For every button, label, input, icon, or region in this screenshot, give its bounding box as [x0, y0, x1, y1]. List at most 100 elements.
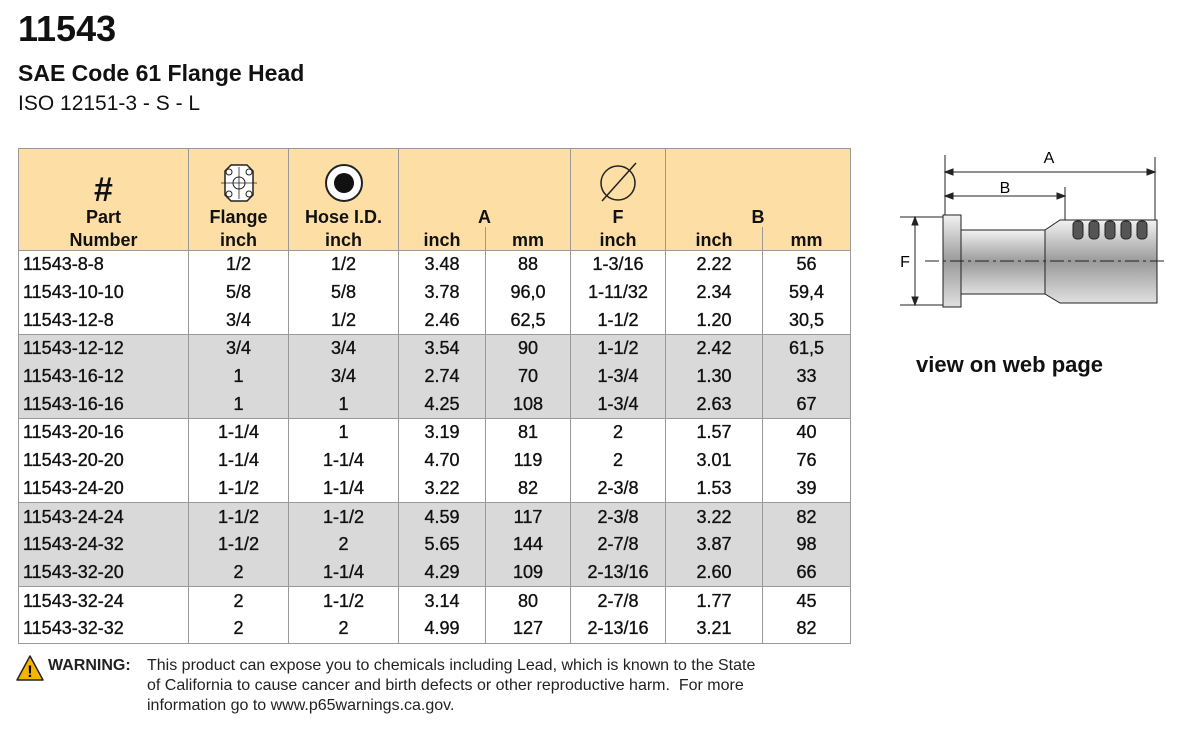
cell: 59,4	[762, 278, 851, 307]
cell: 67	[762, 390, 851, 419]
cell: 2.60	[665, 558, 763, 587]
cell: 144	[485, 530, 571, 559]
cell: 4.29	[398, 558, 486, 587]
cell: 1.77	[665, 586, 763, 615]
cell: 3.22	[665, 502, 763, 531]
part-number: 11543-24-32	[18, 530, 189, 559]
part-number: 11543-12-8	[23, 309, 114, 330]
cell: 3.21	[665, 614, 763, 644]
cell: 4.25	[398, 390, 486, 419]
part-number: 11543-24-20	[23, 477, 124, 498]
cell: 76	[762, 446, 851, 475]
standard: ISO 12151-3 - S - L	[18, 92, 201, 115]
cell: 3/4	[188, 306, 289, 335]
part-number: 11543-16-12	[18, 362, 189, 391]
cell: 1	[288, 418, 399, 447]
cell: 1.53	[665, 474, 763, 503]
cell: 96,0	[485, 278, 571, 307]
table-row: 11543-24-20 1-1/2 1-1/4 3.22 82 2-3/8 1.53 39	[19, 474, 851, 503]
cell: 33	[762, 362, 851, 391]
part-number: 11543-10-10	[23, 282, 124, 303]
cell: 1-1/2	[288, 586, 399, 615]
cell: 119	[485, 446, 571, 475]
svg-text:!: !	[27, 662, 33, 681]
cell: 109	[485, 558, 571, 587]
cell: 2	[288, 530, 399, 559]
cell: 70	[485, 362, 571, 391]
part-number: 11543-32-32	[23, 618, 124, 639]
table-row: 11543-24-32 1-1/2 2 5.65 144 2-7/8 3.87 98	[18, 530, 851, 559]
cell: 40	[762, 418, 851, 447]
unit-header: inch	[288, 226, 399, 251]
cell: 1-1/2	[570, 334, 666, 363]
cell: 1-1/4	[288, 446, 399, 475]
table-row: 11543-12-12 3/4 3/4 3.54 90 1-1/2 2.42 61,5	[18, 334, 851, 363]
cell: 1-1/4	[188, 446, 289, 475]
header-label: A	[478, 206, 491, 227]
cell: 127	[485, 614, 571, 644]
header-label: F	[612, 206, 624, 227]
cell: 3/4	[288, 362, 399, 391]
part-number: 11543-20-20	[23, 450, 124, 471]
cell: 1.20	[665, 306, 763, 335]
cell: 4.99	[398, 614, 486, 644]
cell: 117	[485, 502, 571, 531]
cell: 82	[762, 502, 851, 531]
unit-header: mm	[762, 226, 851, 251]
web-link[interactable]: view on web page	[916, 352, 1104, 377]
part-number: 11543-32-20	[18, 558, 189, 587]
header-cell: Flange	[188, 148, 289, 227]
part-number: 11543-20-16	[18, 418, 189, 447]
cell: 81	[485, 418, 571, 447]
header-cell: B	[665, 148, 851, 227]
diameter-icon	[600, 161, 637, 202]
cell: 1-1/2	[188, 530, 289, 559]
hash: #	[94, 170, 113, 209]
cell: 5/8	[188, 278, 289, 307]
unit-header: inch	[188, 226, 289, 251]
unit-header: inch	[570, 226, 666, 251]
cell: 1-11/32	[570, 278, 666, 307]
cell: 4.70	[398, 446, 486, 475]
table-row: 11543-24-24 1-1/2 1-1/2 4.59 117 2-3/8 3.22 82	[18, 502, 851, 531]
cell: 1/2	[188, 249, 289, 279]
header-label: B	[751, 206, 765, 227]
cell: 5/8	[288, 278, 399, 307]
cell: 1-1/4	[288, 558, 399, 587]
table-row: 11543-32-32 2 2 4.99 127 2-13/16 3.21 82	[19, 614, 851, 644]
warning-label: WARNING:	[48, 656, 131, 676]
cell: 1-1/2	[570, 306, 666, 335]
header-label: Hose I.D.	[304, 206, 383, 227]
cell: 2-13/16	[570, 614, 666, 644]
cell: 2.46	[398, 306, 486, 335]
cell: 61,5	[762, 334, 851, 363]
warning-label-text: WARNING:	[48, 657, 131, 674]
cell: 2	[570, 418, 666, 447]
cell: 2.34	[665, 278, 763, 307]
cell: 98	[762, 530, 851, 559]
warning-text: This product can expose you to chemicals…	[147, 656, 847, 716]
cell: 2	[188, 558, 289, 587]
cell: 90	[485, 334, 571, 363]
cell: 30,5	[762, 306, 851, 335]
part-number: 11543-24-24	[18, 502, 189, 531]
unit-header: Number	[18, 226, 189, 251]
cell: 1	[188, 362, 289, 391]
cell: 3/4	[188, 334, 289, 363]
table-row: 11543-32-24 2 1-1/2 3.14 80 2-7/8 1.77 45	[18, 586, 851, 615]
cell: 1/2	[288, 249, 399, 279]
part-number: 11543-32-24	[18, 586, 189, 615]
cell: 3/4	[288, 334, 399, 363]
cell: 82	[762, 614, 851, 644]
cell: 2.63	[665, 390, 763, 419]
unit-header: inch	[398, 226, 486, 251]
cell: 62,5	[485, 306, 571, 335]
subtitle: SAE Code 61 Flange Head	[18, 60, 305, 86]
cell: 2-3/8	[570, 502, 666, 531]
cell: 1-3/16	[570, 249, 666, 279]
cell: 1-1/4	[188, 418, 289, 447]
table-row: 11543-12-8 3/4 1/2 2.46 62,5 1-1/2 1.20 30,5	[19, 306, 851, 335]
label-f: F	[900, 254, 910, 271]
header-cell: # Part	[18, 148, 189, 227]
cell: 3.22	[398, 474, 486, 503]
